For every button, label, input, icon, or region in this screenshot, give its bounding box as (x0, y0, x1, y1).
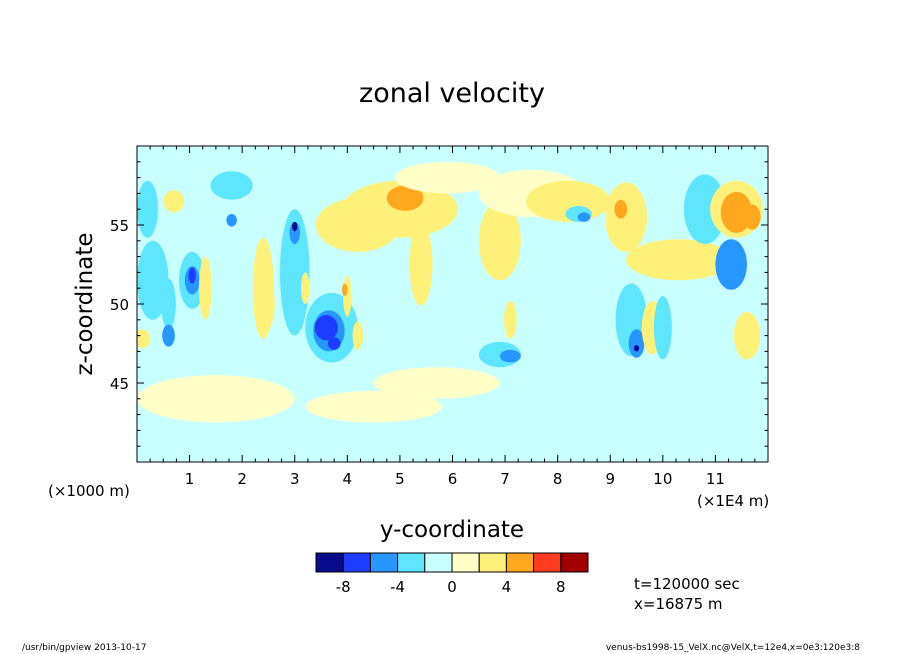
colorbar-tick-label: 0 (447, 578, 457, 596)
contour-fields (137, 161, 763, 423)
colorbar-tick-label: -4 (390, 578, 405, 596)
y-tick-label: 55 (110, 217, 129, 235)
contour-region-28 (386, 185, 424, 211)
contour-region-16 (292, 221, 298, 232)
colorbar: -8 -4 0 4 8 (315, 552, 589, 596)
x-tick-label: 11 (706, 470, 725, 488)
contour-region-51 (743, 204, 761, 230)
contour-region-50 (720, 191, 753, 233)
x-axis-label: y-coordinate (380, 517, 524, 543)
contour-region-17 (301, 272, 310, 305)
colorbar-swatch (478, 552, 507, 573)
colorbar-tick-label: 4 (502, 578, 512, 596)
contour-region-43 (633, 345, 640, 352)
time-info: t=120000 sec (634, 575, 740, 593)
contour-region-23 (342, 283, 348, 297)
colorbar-swatch (451, 552, 480, 573)
contour-region-31 (478, 201, 521, 281)
contour-region-13 (256, 277, 275, 331)
contour-region-40 (614, 199, 628, 219)
position-info: x=16875 m (634, 595, 723, 613)
x-tick-label: 7 (500, 470, 510, 488)
contour-region-0 (137, 240, 169, 320)
y-tick-label: 50 (110, 296, 129, 314)
y-tick-label: 45 (110, 375, 129, 393)
colorbar-swatch (560, 552, 589, 573)
contour-region-14 (280, 209, 310, 336)
colorbar-swatch (369, 552, 399, 573)
x-scale-note-right: (×1E4 m) (697, 492, 769, 510)
x-tick-label: 9 (605, 470, 615, 488)
contour-region-46 (626, 239, 732, 281)
contour-region-7 (199, 256, 212, 320)
contour-region-52 (733, 311, 761, 360)
x-scale-note-left: (×1000 m) (48, 482, 130, 500)
footer-left: /usr/bin/gpview 2013-10-17 (22, 643, 146, 653)
y-axis-label: z-coordinate (72, 232, 98, 375)
contour-region-38 (577, 212, 591, 222)
colorbar-swatch (424, 552, 453, 573)
x-tick-label: 2 (237, 470, 247, 488)
contour-region-8 (137, 180, 159, 238)
colorbar-tick-label: -8 (336, 578, 351, 596)
x-tick-label: 10 (653, 470, 672, 488)
contour-region-6 (137, 329, 151, 349)
contour-region-39 (604, 182, 648, 252)
x-tick-label: 4 (343, 470, 353, 488)
x-tick-label: 1 (185, 470, 195, 488)
contour-region-53 (373, 367, 500, 399)
contour-region-22 (343, 275, 352, 317)
contour-region-48 (715, 239, 747, 290)
contour-region-32 (504, 300, 517, 339)
contour-region-55 (137, 375, 295, 423)
footer-right: venus-bs1998-15_VelX.nc@VelX,t=12e4,x=0e… (606, 643, 860, 653)
contour-region-10 (210, 171, 253, 200)
colorbar-swatch (342, 552, 371, 573)
colorbar-swatch (397, 552, 426, 573)
contour-region-11 (226, 213, 237, 227)
contour-region-45 (653, 296, 672, 360)
chart-title: zonal velocity (359, 78, 545, 109)
contour-region-4 (161, 278, 176, 330)
contour-region-15 (289, 221, 301, 244)
colorbar-tick-label: 8 (556, 578, 566, 596)
contour-region-29 (409, 223, 433, 306)
contour-region-24 (352, 321, 364, 350)
x-tick-label: 6 (448, 470, 458, 488)
contour-region-5 (162, 324, 175, 347)
contour-region-54 (305, 390, 442, 423)
x-tick-label: 3 (290, 470, 300, 488)
colorbar-swatch (533, 552, 562, 573)
colorbar-swatch (505, 552, 535, 573)
contour-region-3 (188, 267, 196, 284)
colorbar-swatch (315, 552, 344, 573)
contour-region-20 (314, 315, 338, 341)
contour-region-30 (394, 161, 500, 194)
x-tick-label: 5 (395, 470, 405, 488)
x-tick-label: 8 (553, 470, 563, 488)
contour-region-9 (163, 190, 185, 213)
contour-region-42 (628, 329, 645, 358)
contour-region-21 (327, 337, 341, 350)
contour-region-47 (683, 174, 726, 244)
contour-region-34 (499, 349, 521, 363)
